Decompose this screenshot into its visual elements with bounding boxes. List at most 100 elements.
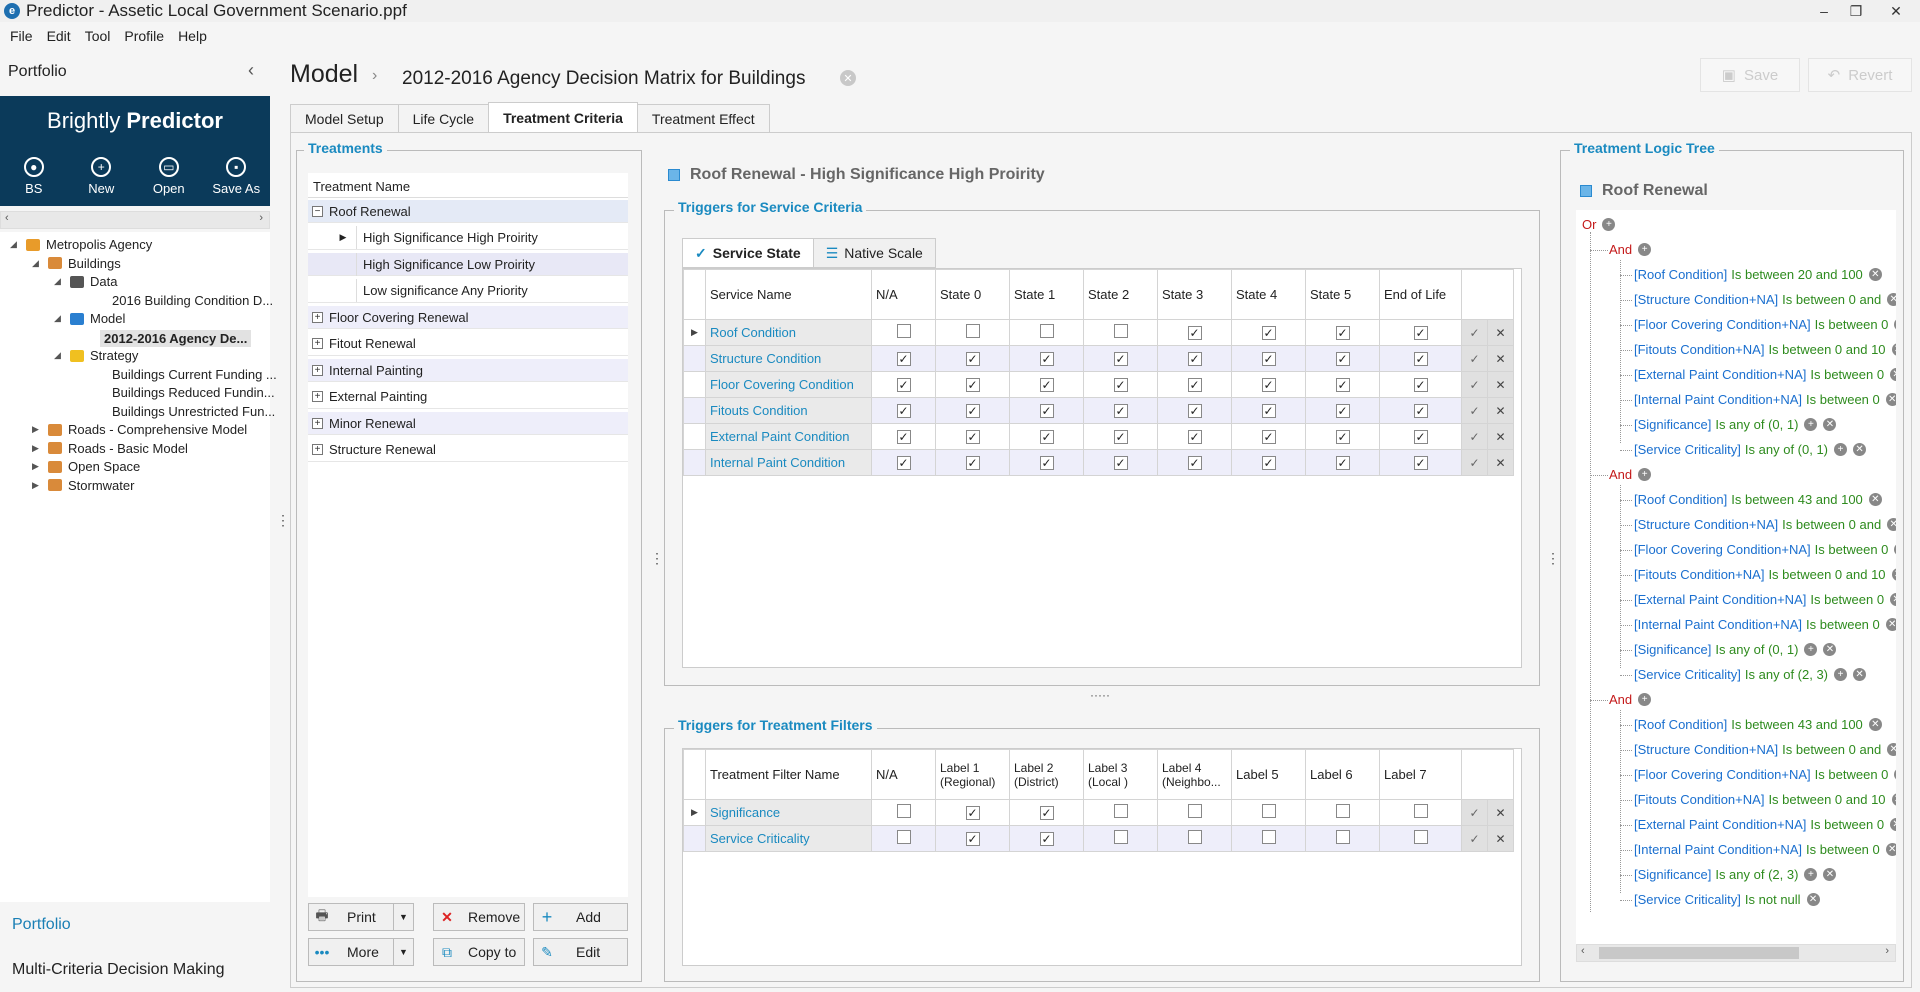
logic-condition[interactable]: [Fitouts Condition+NA] Is between 0 and 1… (1634, 567, 1896, 582)
treatment-subitem[interactable]: High Significance Low Proirity (308, 252, 628, 276)
delete-icon[interactable]: ✕ (1487, 371, 1514, 398)
row-name[interactable]: Fitouts Condition (705, 397, 872, 424)
remove-condition-icon[interactable]: ✕ (1885, 618, 1896, 631)
logic-condition[interactable]: [Floor Covering Condition+NA] Is between … (1634, 767, 1896, 782)
add-value-icon[interactable]: + (1804, 643, 1818, 656)
checkbox-checked[interactable]: ✓ (1413, 352, 1428, 366)
column-header[interactable]: Label 2 (District) (1009, 749, 1084, 800)
grid-row[interactable]: Floor Covering Condition ✓ ✓ ✓ ✓ ✓ ✓ ✓ ✓ ✓ ✕ (683, 371, 1514, 398)
remove-condition-icon[interactable]: ✕ (1894, 318, 1896, 331)
logic-scroll-thumb[interactable] (1599, 947, 1799, 959)
add-value-icon[interactable]: + (1834, 668, 1848, 681)
checkbox-checked[interactable]: ✓ (965, 378, 980, 392)
treatment-subitem[interactable]: ▶ High Significance High Proirity (308, 226, 628, 250)
column-header[interactable]: Service Name (705, 269, 872, 320)
splitter-handle[interactable]: ⋮ (276, 512, 290, 528)
remove-condition-icon[interactable]: ✕ (1868, 268, 1882, 281)
treatment-item[interactable]: − Roof Renewal (308, 200, 628, 223)
column-header[interactable]: End of Life (1379, 269, 1462, 320)
tab-native-scale[interactable]: ☰ Native Scale (812, 238, 936, 268)
remove-condition-icon[interactable]: ✕ (1823, 868, 1837, 881)
more-button[interactable]: ••• More ▼ (308, 938, 414, 966)
tab-service-state[interactable]: ✓ Service State (682, 238, 814, 268)
menu-profile[interactable]: Profile (124, 28, 165, 44)
restore-icon[interactable]: ❐ (1849, 2, 1863, 19)
checkbox-unchecked[interactable] (896, 324, 911, 338)
remove-condition-icon[interactable]: ✕ (1868, 493, 1882, 506)
logic-condition[interactable]: [Internal Paint Condition+NA] Is between … (1634, 617, 1896, 632)
treatment-item[interactable]: + Structure Renewal (308, 438, 628, 462)
logic-condition[interactable]: [External Paint Condition+NA] Is between … (1634, 592, 1896, 607)
column-header[interactable]: State 2 (1083, 269, 1158, 320)
close-model-icon[interactable]: ✕ (840, 70, 856, 86)
expand-icon[interactable]: ▶ (32, 424, 39, 434)
row-name[interactable]: Internal Paint Condition (705, 449, 872, 476)
add-value-icon[interactable]: + (1804, 868, 1818, 881)
checkbox-checked[interactable]: ✓ (965, 456, 980, 470)
checkbox-checked[interactable]: ✓ (1039, 456, 1054, 470)
expand-icon[interactable]: + (312, 311, 323, 323)
remove-condition-icon[interactable]: ✕ (1894, 768, 1896, 781)
checkbox-checked[interactable]: ✓ (1187, 404, 1202, 418)
treatment-subitem[interactable]: Low significance Any Priority (308, 279, 628, 303)
tab-model-setup[interactable]: Model Setup (290, 104, 399, 132)
scroll-left-icon[interactable]: ‹ (5, 212, 9, 224)
collapse-icon[interactable]: ◢ (54, 276, 61, 286)
checkbox-checked[interactable]: ✓ (1113, 430, 1128, 444)
remove-condition-icon[interactable]: ✕ (1890, 818, 1896, 831)
expand-icon[interactable]: ▶ (32, 442, 39, 453)
row-name[interactable]: Significance (705, 799, 872, 826)
delete-icon[interactable]: ✕ (1487, 319, 1514, 346)
logic-condition[interactable]: [Service Criticality] Is any of (2, 3) + ✕ (1634, 667, 1867, 682)
treatment-item[interactable]: + Minor Renewal (308, 412, 628, 435)
column-header[interactable]: State 5 (1305, 269, 1380, 320)
logic-condition[interactable]: [Floor Covering Condition+NA] Is between … (1634, 317, 1896, 332)
tab-treatment-effect[interactable]: Treatment Effect (636, 104, 770, 132)
checkbox-checked[interactable]: ✓ (896, 456, 911, 470)
row-name[interactable]: Service Criticality (705, 825, 872, 852)
column-header[interactable]: Label 1 (Regional) (935, 749, 1010, 800)
tree-item[interactable]: 2012-2016 Agency De... (100, 329, 252, 347)
nav-portfolio[interactable]: Portfolio (12, 916, 71, 933)
remove-condition-icon[interactable]: ✕ (1853, 668, 1867, 681)
grid-row[interactable]: Fitouts Condition ✓ ✓ ✓ ✓ ✓ ✓ ✓ ✓ ✓ ✕ (683, 397, 1514, 424)
checkbox-unchecked[interactable] (1113, 324, 1128, 338)
column-header[interactable]: State 0 (935, 269, 1010, 320)
remove-condition-icon[interactable]: ✕ (1823, 643, 1837, 656)
checkbox-unchecked[interactable] (1187, 804, 1202, 818)
row-name[interactable]: External Paint Condition (705, 423, 872, 450)
row-name[interactable]: Floor Covering Condition (705, 371, 872, 398)
logic-scroll-right-icon[interactable]: › (1885, 945, 1889, 957)
logic-condition[interactable]: [Roof Condition] Is between 20 and 100 ✕ (1634, 267, 1882, 282)
logic-hscrollbar[interactable]: ‹ › (1576, 944, 1896, 962)
tree-item[interactable]: ▶ Stormwater (32, 478, 134, 493)
checkbox-unchecked[interactable] (1261, 804, 1276, 818)
checkbox-checked[interactable]: ✓ (965, 806, 980, 820)
expand-icon[interactable]: + (312, 364, 323, 376)
checkbox-checked[interactable]: ✓ (1039, 832, 1054, 846)
expand-icon[interactable]: + (312, 391, 323, 402)
logic-condition[interactable]: [Internal Paint Condition+NA] Is between … (1634, 392, 1896, 407)
grid-row[interactable]: Structure Condition ✓ ✓ ✓ ✓ ✓ ✓ ✓ ✓ ✓ ✕ (683, 345, 1514, 372)
logic-condition[interactable]: [Fitouts Condition+NA] Is between 0 and 1… (1634, 342, 1896, 357)
collapse-icon[interactable]: ◢ (54, 350, 61, 360)
checkbox-unchecked[interactable] (1039, 324, 1054, 338)
checkbox-unchecked[interactable] (965, 324, 980, 338)
logic-condition[interactable]: [Service Criticality] Is not null ✕ (1634, 892, 1820, 907)
checkbox-checked[interactable]: ✓ (1039, 430, 1054, 444)
column-header[interactable]: Treatment Filter Name (705, 749, 872, 800)
logic-condition[interactable]: [External Paint Condition+NA] Is between … (1634, 817, 1896, 832)
remove-condition-icon[interactable]: ✕ (1891, 793, 1896, 806)
column-header[interactable]: State 4 (1231, 269, 1306, 320)
toolbar-save-as-button[interactable]: ▪ Save As (203, 146, 271, 206)
checkbox-checked[interactable]: ✓ (896, 378, 911, 392)
accept-icon[interactable]: ✓ (1461, 423, 1488, 450)
checkbox-unchecked[interactable] (1335, 804, 1350, 818)
checkbox-checked[interactable]: ✓ (1413, 404, 1428, 418)
treatment-item[interactable]: + Internal Painting (308, 359, 628, 382)
logic-condition[interactable]: [Roof Condition] Is between 43 and 100 ✕ (1634, 492, 1882, 507)
add-condition-icon[interactable]: + (1638, 693, 1652, 706)
tree-item[interactable]: Buildings Unrestricted Fun... (76, 404, 275, 419)
expand-icon[interactable]: ▶ (32, 479, 39, 490)
checkbox-unchecked[interactable] (1413, 830, 1428, 844)
